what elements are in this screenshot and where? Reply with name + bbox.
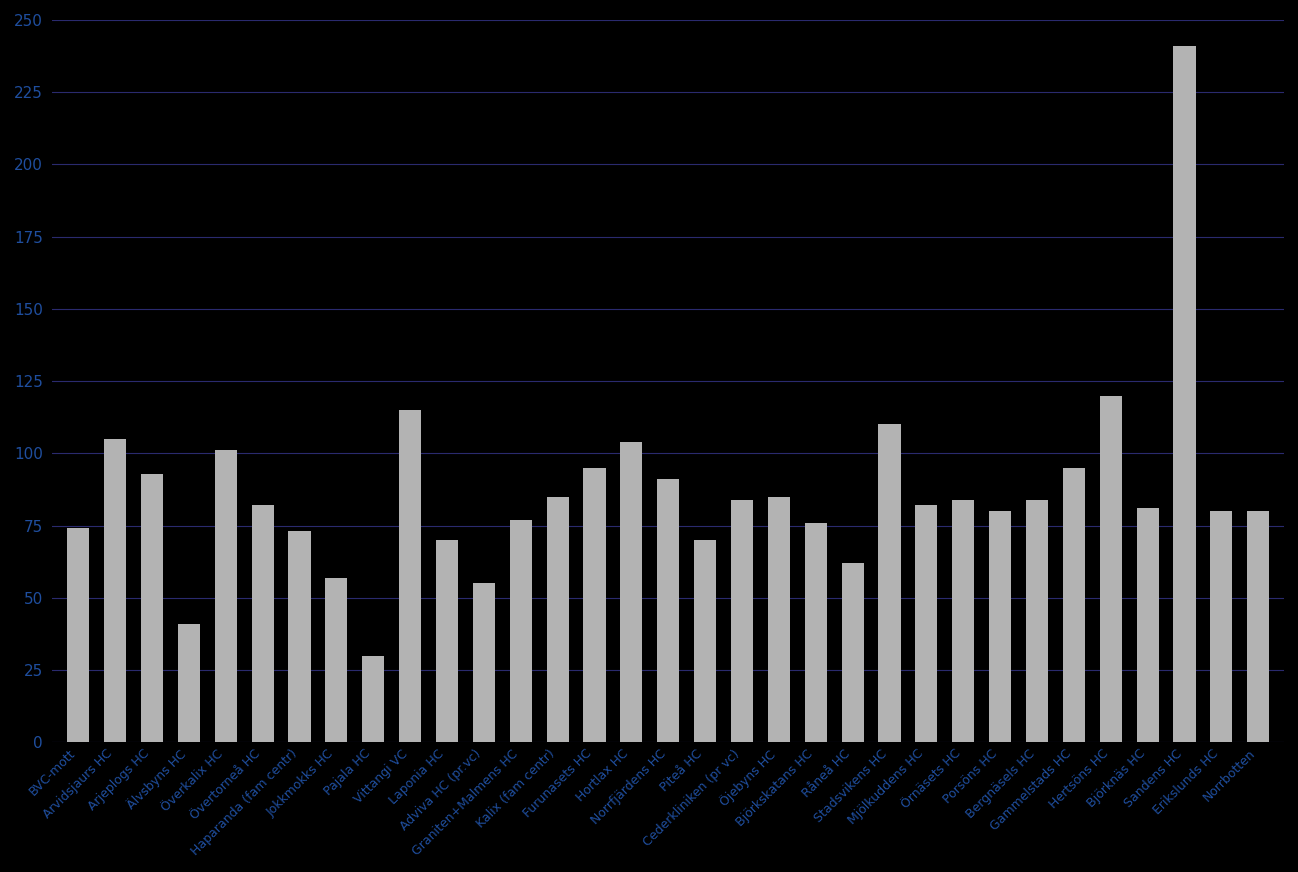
Bar bbox=[104, 439, 126, 742]
Bar bbox=[989, 511, 1011, 742]
Bar bbox=[879, 425, 901, 742]
Bar bbox=[841, 563, 863, 742]
Bar bbox=[657, 480, 679, 742]
Bar bbox=[510, 520, 532, 742]
Bar bbox=[1063, 467, 1085, 742]
Bar bbox=[546, 497, 569, 742]
Bar bbox=[67, 528, 90, 742]
Bar bbox=[768, 497, 790, 742]
Bar bbox=[694, 540, 716, 742]
Bar bbox=[731, 500, 753, 742]
Bar bbox=[288, 531, 310, 742]
Bar bbox=[362, 656, 384, 742]
Bar bbox=[1025, 500, 1047, 742]
Bar bbox=[472, 583, 495, 742]
Bar bbox=[915, 505, 937, 742]
Bar bbox=[141, 473, 164, 742]
Bar bbox=[326, 577, 348, 742]
Bar bbox=[398, 410, 422, 742]
Bar bbox=[1099, 396, 1121, 742]
Bar bbox=[1247, 511, 1269, 742]
Bar bbox=[805, 522, 827, 742]
Bar bbox=[1210, 511, 1233, 742]
Bar bbox=[252, 505, 274, 742]
Bar bbox=[953, 500, 975, 742]
Bar bbox=[214, 451, 236, 742]
Bar bbox=[1173, 46, 1195, 742]
Bar bbox=[1137, 508, 1159, 742]
Bar bbox=[436, 540, 458, 742]
Bar bbox=[620, 442, 643, 742]
Bar bbox=[178, 623, 200, 742]
Bar bbox=[584, 467, 606, 742]
